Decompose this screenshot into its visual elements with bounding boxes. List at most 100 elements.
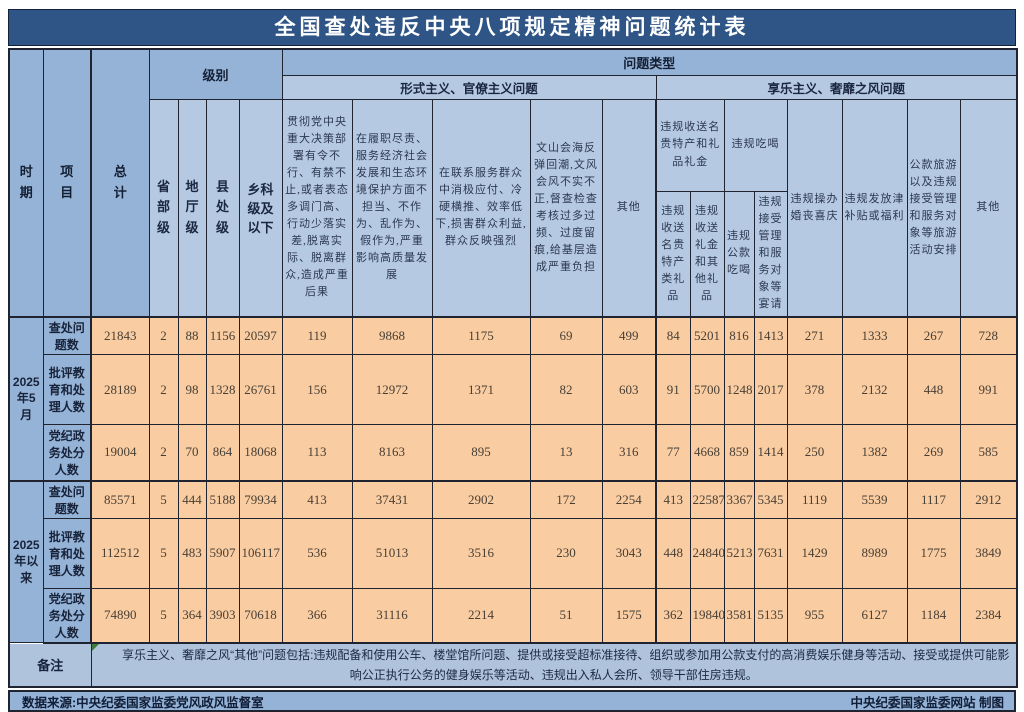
data-cell: 991 (959, 354, 1018, 425)
data-cell: 2017 (753, 354, 788, 425)
data-cell: 119 (281, 316, 353, 355)
data-cell: 728 (959, 316, 1018, 355)
data-cell: 5201 (689, 316, 725, 355)
data-cell: 955 (786, 587, 843, 644)
data-cell: 2132 (841, 354, 908, 425)
data-cell: 31116 (351, 587, 433, 644)
data-cell: 74890 (90, 587, 150, 644)
data-cell: 2384 (959, 587, 1018, 644)
cell-comment-marker-icon (92, 643, 99, 651)
data-cell: 499 (601, 316, 658, 355)
header-level-prefecture-label: 地厅级 (185, 178, 199, 236)
data-cell: 1575 (601, 587, 658, 644)
header-formalism-col-duty: 在履职尽责、服务经济社会发展和生态环境保护方面不担当、不作为、乱作为、假作为,严… (351, 98, 433, 318)
header-level-county-label: 县处级 (215, 178, 229, 236)
header-formalism-group: 形式主义、官僚主义问题 (281, 74, 657, 100)
table-row: 党纪政务处分人数 19004 2 70 864 18068 113 8163 8… (9, 424, 1018, 482)
data-cell: 413 (655, 480, 691, 519)
header-period-label: 时期 (19, 164, 33, 200)
data-cell: 3043 (601, 517, 658, 589)
table-row: 批评教育和处理人数 112512 5 483 5907 106117 536 5… (9, 517, 1018, 589)
header-dining-col-public-funds: 违规公款吃喝 (723, 190, 755, 318)
data-cell: 3581 (723, 587, 755, 644)
table-row: 2025年5月 查处问题数 21843 2 88 1156 20597 119 … (8, 316, 1018, 482)
header-formalism-col-policy: 贯彻党中央重大决策部署有令不行、有禁不止,或者表态多调门高、行动少落实差,脱离实… (281, 98, 353, 318)
item-cell: 党纪政务处分人数 (42, 587, 92, 644)
item-cell: 批评教育和处理人数 (42, 517, 92, 589)
data-cell: 859 (723, 424, 755, 482)
header-row-4: 违规收送名贵特产类礼品 违规收送礼金和其他礼品 违规公款吃喝 违规接受管理和服务… (9, 190, 1017, 318)
data-cell: 4668 (689, 424, 725, 482)
page-title: 全国查处违反中央八项规定精神问题统计表 (8, 9, 1016, 46)
table-row: 2025年以来 查处问题数 85571 5 444 5188 79934 413… (8, 480, 1018, 643)
data-cell: 2 (148, 424, 179, 482)
data-cell: 1382 (841, 424, 908, 482)
data-cell: 895 (431, 424, 531, 482)
data-cell: 1429 (786, 517, 843, 589)
data-cell: 112512 (90, 517, 150, 589)
data-cell: 448 (655, 517, 691, 589)
data-cell: 366 (281, 587, 353, 644)
data-cell: 7631 (753, 517, 788, 589)
header-hedonism-col-weddings: 违规操办婚丧喜庆 (786, 98, 843, 318)
data-cell: 603 (601, 354, 658, 425)
data-cell: 5345 (753, 480, 788, 519)
data-cell: 8163 (351, 424, 433, 482)
data-cell: 51 (529, 587, 603, 644)
item-cell: 查处问题数 (42, 316, 92, 355)
data-cell: 362 (655, 587, 691, 644)
data-cell: 2 (148, 316, 179, 355)
data-cell: 5700 (689, 354, 725, 425)
data-cell: 79934 (238, 480, 283, 519)
data-cell: 12972 (351, 354, 433, 425)
header-hedonism-col-travel: 公款旅游以及违规接受管理和服务对象等旅游活动安排 (906, 98, 961, 318)
header-item-label: 项目 (60, 164, 74, 200)
data-cell: 5 (148, 480, 179, 519)
header-gifts-col-specialty: 违规收送名贵特产类礼品 (655, 190, 691, 318)
data-cell: 106117 (238, 517, 283, 589)
header-level-county: 县处级 (205, 98, 240, 318)
data-cell: 113 (281, 424, 353, 482)
table-row: 批评教育和处理人数 28189 2 98 1328 26761 156 1297… (9, 354, 1018, 425)
data-cell: 1117 (906, 480, 961, 519)
period-cell: 2025年5月 (8, 316, 44, 482)
data-cell: 26761 (238, 354, 283, 425)
data-cell: 5188 (205, 480, 240, 519)
data-cell: 536 (281, 517, 353, 589)
item-cell: 批评教育和处理人数 (42, 354, 92, 425)
data-cell: 2912 (959, 480, 1018, 519)
data-cell: 5907 (205, 517, 240, 589)
header-formalism-col-meetings: 文山会海反弹回潮,文风会风不实不正,督查检查考核过多过频、过度留痕,给基层造成严… (529, 98, 603, 318)
data-cell: 3367 (723, 480, 755, 519)
data-cell: 3849 (959, 517, 1018, 589)
header-formalism-col-masses: 在联系服务群众中消极应付、冷硬横推、效率低下,损害群众利益,群众反映强烈 (431, 98, 531, 318)
data-cell: 24840 (689, 517, 725, 589)
header-row-1: 时期 项目 总计 级别 问题类型 (8, 48, 1018, 318)
data-cell: 250 (786, 424, 843, 482)
data-cell: 1119 (786, 480, 843, 519)
data-cell: 1156 (205, 316, 240, 355)
data-cell: 5539 (841, 480, 908, 519)
statistics-table: 时期 项目 总计 级别 问题类型 形式主义、官僚主义问题 享乐主义、奢靡之风问题… (8, 48, 1019, 689)
header-dining-group: 违规吃喝 (723, 98, 788, 192)
data-cell: 13 (529, 424, 603, 482)
remark-cell: 享乐主义、奢靡之风“其他”问题包括:违规配备和使用公车、楼堂馆所问题、提供或接受… (90, 642, 1018, 688)
data-cell: 1413 (753, 316, 788, 355)
data-cell: 3516 (431, 517, 531, 589)
data-cell: 19840 (689, 587, 725, 644)
data-cell: 3903 (205, 587, 240, 644)
data-cell: 1371 (431, 354, 531, 425)
data-cell: 88 (177, 316, 207, 355)
remark-row: 备注 享乐主义、奢靡之风“其他”问题包括:违规配备和使用公车、楼堂馆所问题、提供… (8, 642, 1018, 688)
data-cell: 18068 (238, 424, 283, 482)
data-cell: 269 (906, 424, 961, 482)
data-cell: 1775 (906, 517, 961, 589)
data-cell: 22587 (689, 480, 725, 519)
data-source-text: 数据来源:中央纪委国家监委党风政风监督室 (22, 695, 264, 710)
table-row: 党纪政务处分人数 74890 5 364 3903 70618 366 3111… (9, 587, 1018, 644)
data-cell: 37431 (351, 480, 433, 519)
header-hedonism-group: 享乐主义、奢靡之风问题 (655, 74, 1018, 100)
header-level-provincial-label: 省部级 (156, 178, 170, 236)
data-cell: 448 (906, 354, 961, 425)
data-cell: 1333 (841, 316, 908, 355)
